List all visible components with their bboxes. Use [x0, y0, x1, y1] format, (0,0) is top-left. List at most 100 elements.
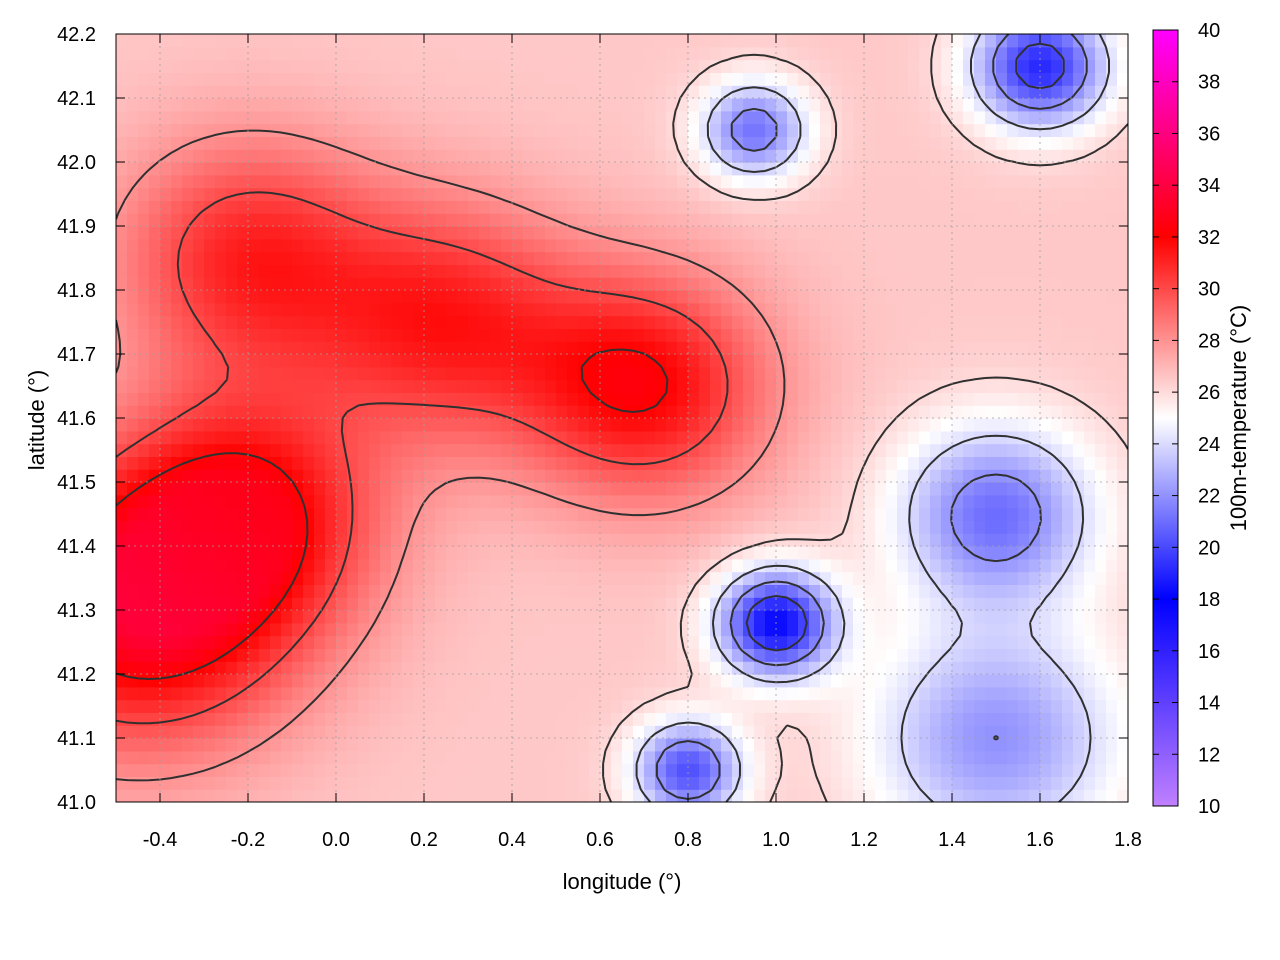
heatmap-cell [303, 213, 315, 227]
heatmap-cell [952, 725, 964, 739]
heatmap-cell [809, 392, 821, 406]
heatmap-cell [831, 174, 843, 189]
heatmap-cell [468, 469, 480, 483]
heatmap-cell [1051, 238, 1063, 253]
heatmap-cell [831, 507, 843, 521]
heatmap-cell [501, 341, 513, 355]
heatmap-cell [655, 789, 667, 802]
heatmap-cell [1095, 264, 1107, 278]
heatmap-cell [754, 725, 766, 739]
heatmap-cell [369, 174, 381, 189]
heatmap-cell [831, 110, 843, 125]
heatmap-cell [490, 725, 502, 739]
heatmap-cell [930, 469, 942, 483]
heatmap-cell [523, 251, 535, 265]
heatmap-cell [501, 750, 513, 765]
heatmap-cell [336, 456, 348, 470]
heatmap-cell [303, 482, 315, 496]
heatmap-cell [985, 533, 997, 547]
heatmap-cell [1073, 430, 1085, 445]
heatmap-cell [644, 341, 656, 355]
heatmap-cell [1051, 123, 1063, 137]
heatmap-cell [171, 290, 183, 304]
heatmap-cell [589, 610, 601, 624]
heatmap-cell [787, 622, 799, 637]
heatmap-cell [1117, 763, 1128, 777]
heatmap-cell [501, 622, 513, 637]
heatmap-cell [974, 482, 986, 496]
heatmap-cell [270, 622, 282, 637]
heatmap-cell [732, 251, 744, 265]
heatmap-cell [314, 418, 326, 432]
heatmap-cell [325, 162, 337, 176]
heatmap-cell [237, 174, 249, 189]
heatmap-cell [699, 610, 711, 624]
heatmap-cell [413, 110, 425, 125]
heatmap-cell [116, 366, 128, 381]
heatmap-cell [600, 162, 612, 176]
heatmap-cell [798, 110, 810, 125]
heatmap-cell [567, 366, 579, 381]
heatmap-cell [589, 110, 601, 125]
heatmap-cell [237, 674, 249, 688]
heatmap-cell [710, 200, 722, 214]
heatmap-cell [204, 738, 216, 752]
heatmap-cell [919, 610, 931, 624]
heatmap-cell [1062, 290, 1074, 304]
heatmap-cell [391, 494, 403, 509]
heatmap-cell [512, 174, 524, 189]
heatmap-cell [600, 635, 612, 649]
heatmap-cell [116, 558, 128, 573]
heatmap-cell [501, 174, 513, 189]
heatmap-cell [413, 213, 425, 227]
heatmap-cell [259, 469, 271, 483]
heatmap-cell [567, 354, 579, 368]
heatmap-cell [1051, 763, 1063, 777]
heatmap-cell [1040, 622, 1052, 637]
heatmap-cell [171, 520, 183, 534]
heatmap-cell [314, 520, 326, 534]
heatmap-cell [721, 546, 733, 560]
heatmap-cell [941, 750, 953, 765]
heatmap-cell [831, 750, 843, 765]
heatmap-cell [490, 238, 502, 253]
heatmap-cell [479, 226, 491, 240]
heatmap-cell [1007, 341, 1019, 355]
heatmap-cell [721, 315, 733, 329]
heatmap-cell [380, 610, 392, 624]
heatmap-cell [358, 354, 370, 368]
heatmap-cell [281, 635, 293, 649]
heatmap-cell [1062, 354, 1074, 368]
heatmap-cell [985, 277, 997, 291]
heatmap-cell [182, 379, 194, 393]
heatmap-cell [1018, 226, 1030, 240]
heatmap-cell [171, 213, 183, 227]
heatmap-cell [259, 776, 271, 790]
heatmap-cell [798, 162, 810, 176]
heatmap-cell [325, 149, 337, 163]
heatmap-cell [842, 418, 854, 432]
heatmap-cell [336, 520, 348, 534]
heatmap-cell [413, 571, 425, 585]
heatmap-cell [699, 123, 711, 137]
heatmap-cell [369, 494, 381, 509]
heatmap-cell [864, 187, 876, 201]
heatmap-cell [369, 315, 381, 329]
heatmap-cell [512, 674, 524, 688]
heatmap-cell [589, 366, 601, 381]
heatmap-cell [523, 405, 535, 419]
heatmap-cell [809, 162, 821, 176]
heatmap-cell [611, 622, 623, 637]
heatmap-cell [1073, 674, 1085, 688]
heatmap-cell [567, 226, 579, 240]
heatmap-cell [325, 482, 337, 496]
heatmap-cell [809, 251, 821, 265]
heatmap-cell [182, 430, 194, 445]
heatmap-cell [974, 187, 986, 201]
heatmap-cell [512, 200, 524, 214]
heatmap-cell [116, 456, 128, 470]
heatmap-cell [622, 610, 634, 624]
heatmap-cell [644, 443, 656, 457]
heatmap-cell [952, 635, 964, 649]
heatmap-cell [897, 392, 909, 406]
